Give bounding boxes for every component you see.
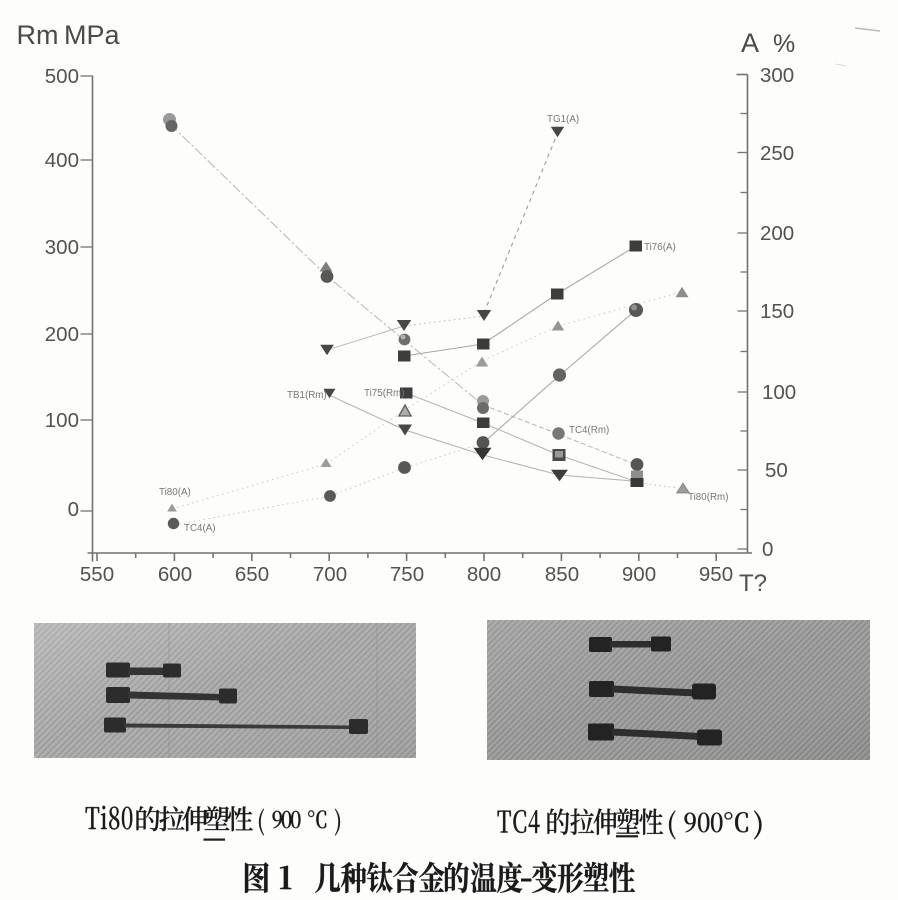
svg-text:250: 250 [760,142,794,165]
svg-text:900: 900 [622,563,656,586]
svg-text:TB1(Rm): TB1(Rm) [287,390,327,401]
svg-text:300: 300 [45,236,79,259]
svg-text:MPa: MPa [64,20,121,50]
svg-text:500: 500 [45,65,79,88]
svg-text:TC4(A): TC4(A) [184,523,216,534]
svg-text:TG1(A): TG1(A) [547,114,579,125]
svg-text:0: 0 [68,498,79,521]
svg-text:200: 200 [45,323,79,346]
svg-text:300: 300 [760,64,794,87]
svg-text:550: 550 [80,563,114,586]
svg-text:750: 750 [390,563,424,586]
svg-text:Ti75(Rm): Ti75(Rm) [364,388,404,399]
svg-text:700: 700 [313,563,347,586]
svg-text:400: 400 [45,149,79,172]
svg-text:TC4(Rm): TC4(Rm) [569,425,609,436]
svg-text:200: 200 [760,222,794,245]
svg-text:%: % [773,30,795,58]
svg-text:600: 600 [158,563,192,586]
svg-text:100: 100 [45,409,79,432]
svg-text:150: 150 [760,300,794,323]
svg-text:Rm: Rm [17,20,59,50]
svg-text:A: A [741,28,759,58]
svg-text:Ti76(A): Ti76(A) [644,242,676,253]
svg-text:100: 100 [762,381,796,404]
svg-text:50: 50 [765,459,788,482]
svg-text:950: 950 [699,563,733,586]
svg-text:650: 650 [235,563,269,586]
svg-text:Ti80(Rm): Ti80(Rm) [688,492,728,503]
svg-text:Ti80(A): Ti80(A) [159,487,191,498]
svg-text:800: 800 [467,563,501,586]
svg-text:T?: T? [739,570,767,597]
svg-text:850: 850 [545,563,579,586]
svg-text:0: 0 [762,538,773,561]
